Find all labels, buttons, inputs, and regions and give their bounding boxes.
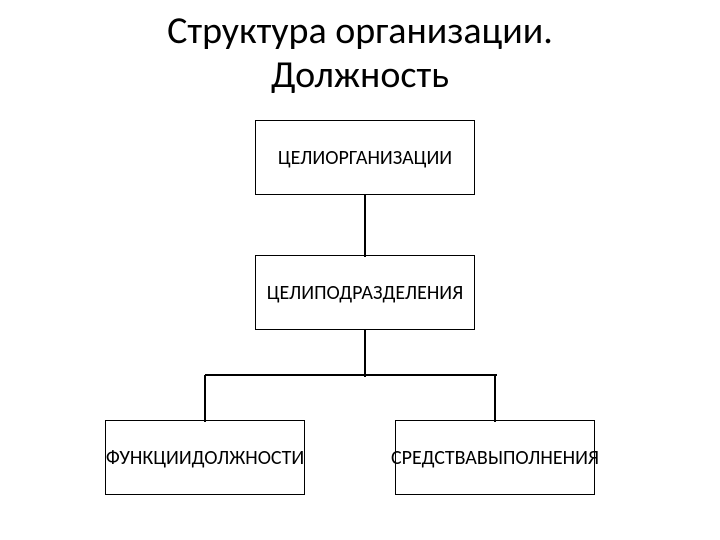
connector-segment — [205, 374, 497, 376]
connector-segment — [364, 225, 366, 257]
node-label-line: ЦЕЛИ — [267, 281, 314, 305]
title-line-2: Должность — [271, 52, 449, 98]
node-dept-goals: ЦЕЛИПОДРАЗДЕЛЕНИЯ — [255, 255, 475, 330]
node-label-line: ПОДРАЗДЕЛЕНИЯ — [314, 281, 463, 305]
connector-segment — [204, 375, 206, 422]
slide-title: Структура организации. Должность — [0, 10, 720, 97]
node-label-line: ФУНКЦИИ — [106, 446, 192, 470]
node-position-functions: ФУНКЦИИДОЛЖНОСТИ — [105, 420, 305, 495]
connector-segment — [364, 195, 366, 227]
node-org-goals: ЦЕЛИОРГАНИЗАЦИИ — [255, 120, 475, 195]
node-label-line: ОРГАНИЗАЦИИ — [325, 146, 452, 170]
node-label-line: ЦЕЛИ — [278, 146, 325, 170]
node-execution-means: СРЕДСТВАВЫПОЛНЕНИЯ — [395, 420, 595, 495]
node-label-line: ВЫПОЛНЕНИЯ — [477, 446, 599, 470]
node-label-line: СРЕДСТВА — [391, 446, 477, 470]
title-line-1: Структура организации. — [167, 8, 553, 54]
node-label-line: ДОЛЖНОСТИ — [192, 446, 305, 470]
connector-segment — [364, 330, 366, 377]
connector-segment — [494, 375, 496, 422]
